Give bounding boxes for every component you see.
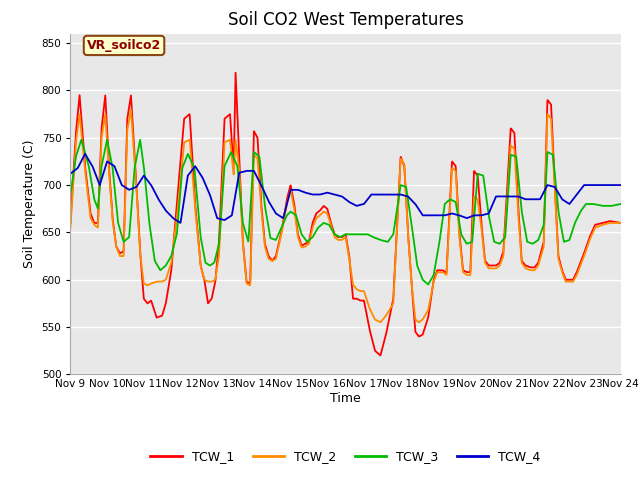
TCW_3 bbox=[162, 262, 170, 268]
TCW_3 bbox=[278, 224, 285, 230]
TCW_2 bbox=[617, 220, 625, 226]
Line: TCW_3: TCW_3 bbox=[70, 140, 621, 285]
TCW_4 bbox=[129, 185, 137, 191]
TCW_4 bbox=[547, 183, 555, 189]
TCW_2 bbox=[278, 230, 285, 236]
TCW_4 bbox=[67, 171, 74, 177]
Line: TCW_1: TCW_1 bbox=[70, 73, 621, 355]
TCW_1 bbox=[278, 228, 285, 234]
TCW_3 bbox=[67, 192, 74, 197]
TCW_3 bbox=[129, 181, 137, 187]
TCW_2 bbox=[376, 319, 384, 325]
TCW_2 bbox=[301, 243, 309, 249]
TCW_4 bbox=[278, 215, 285, 220]
TCW_1 bbox=[607, 218, 614, 224]
TCW_1 bbox=[376, 352, 384, 358]
TCW_2 bbox=[127, 107, 135, 112]
TCW_4 bbox=[81, 151, 89, 156]
TCW_2 bbox=[67, 225, 74, 230]
Legend: TCW_1, TCW_2, TCW_3, TCW_4: TCW_1, TCW_2, TCW_3, TCW_4 bbox=[145, 445, 546, 468]
TCW_4 bbox=[302, 190, 310, 196]
TCW_1 bbox=[301, 241, 309, 247]
TCW_1 bbox=[129, 129, 137, 134]
TCW_4 bbox=[162, 208, 170, 214]
TCW_3 bbox=[301, 237, 309, 242]
TCW_2 bbox=[607, 220, 614, 226]
TCW_2 bbox=[547, 116, 555, 121]
TCW_4 bbox=[617, 182, 625, 188]
TCW_2 bbox=[129, 140, 137, 146]
TCW_3 bbox=[77, 137, 85, 143]
TCW_4 bbox=[177, 220, 184, 226]
TCW_1 bbox=[547, 102, 555, 108]
Title: Soil CO2 West Temperatures: Soil CO2 West Temperatures bbox=[228, 11, 463, 29]
TCW_2 bbox=[162, 276, 170, 282]
X-axis label: Time: Time bbox=[330, 392, 361, 405]
TCW_3 bbox=[607, 203, 614, 209]
TCW_3 bbox=[424, 282, 432, 288]
TCW_1 bbox=[232, 70, 239, 76]
TCW_3 bbox=[617, 201, 625, 207]
TCW_1 bbox=[67, 220, 74, 226]
TCW_1 bbox=[162, 300, 170, 306]
Line: TCW_2: TCW_2 bbox=[70, 109, 621, 322]
TCW_4 bbox=[607, 182, 614, 188]
Text: VR_soilco2: VR_soilco2 bbox=[87, 39, 161, 52]
TCW_3 bbox=[547, 151, 555, 156]
TCW_1 bbox=[617, 220, 625, 226]
Y-axis label: Soil Temperature (C): Soil Temperature (C) bbox=[23, 140, 36, 268]
Line: TCW_4: TCW_4 bbox=[70, 154, 621, 223]
